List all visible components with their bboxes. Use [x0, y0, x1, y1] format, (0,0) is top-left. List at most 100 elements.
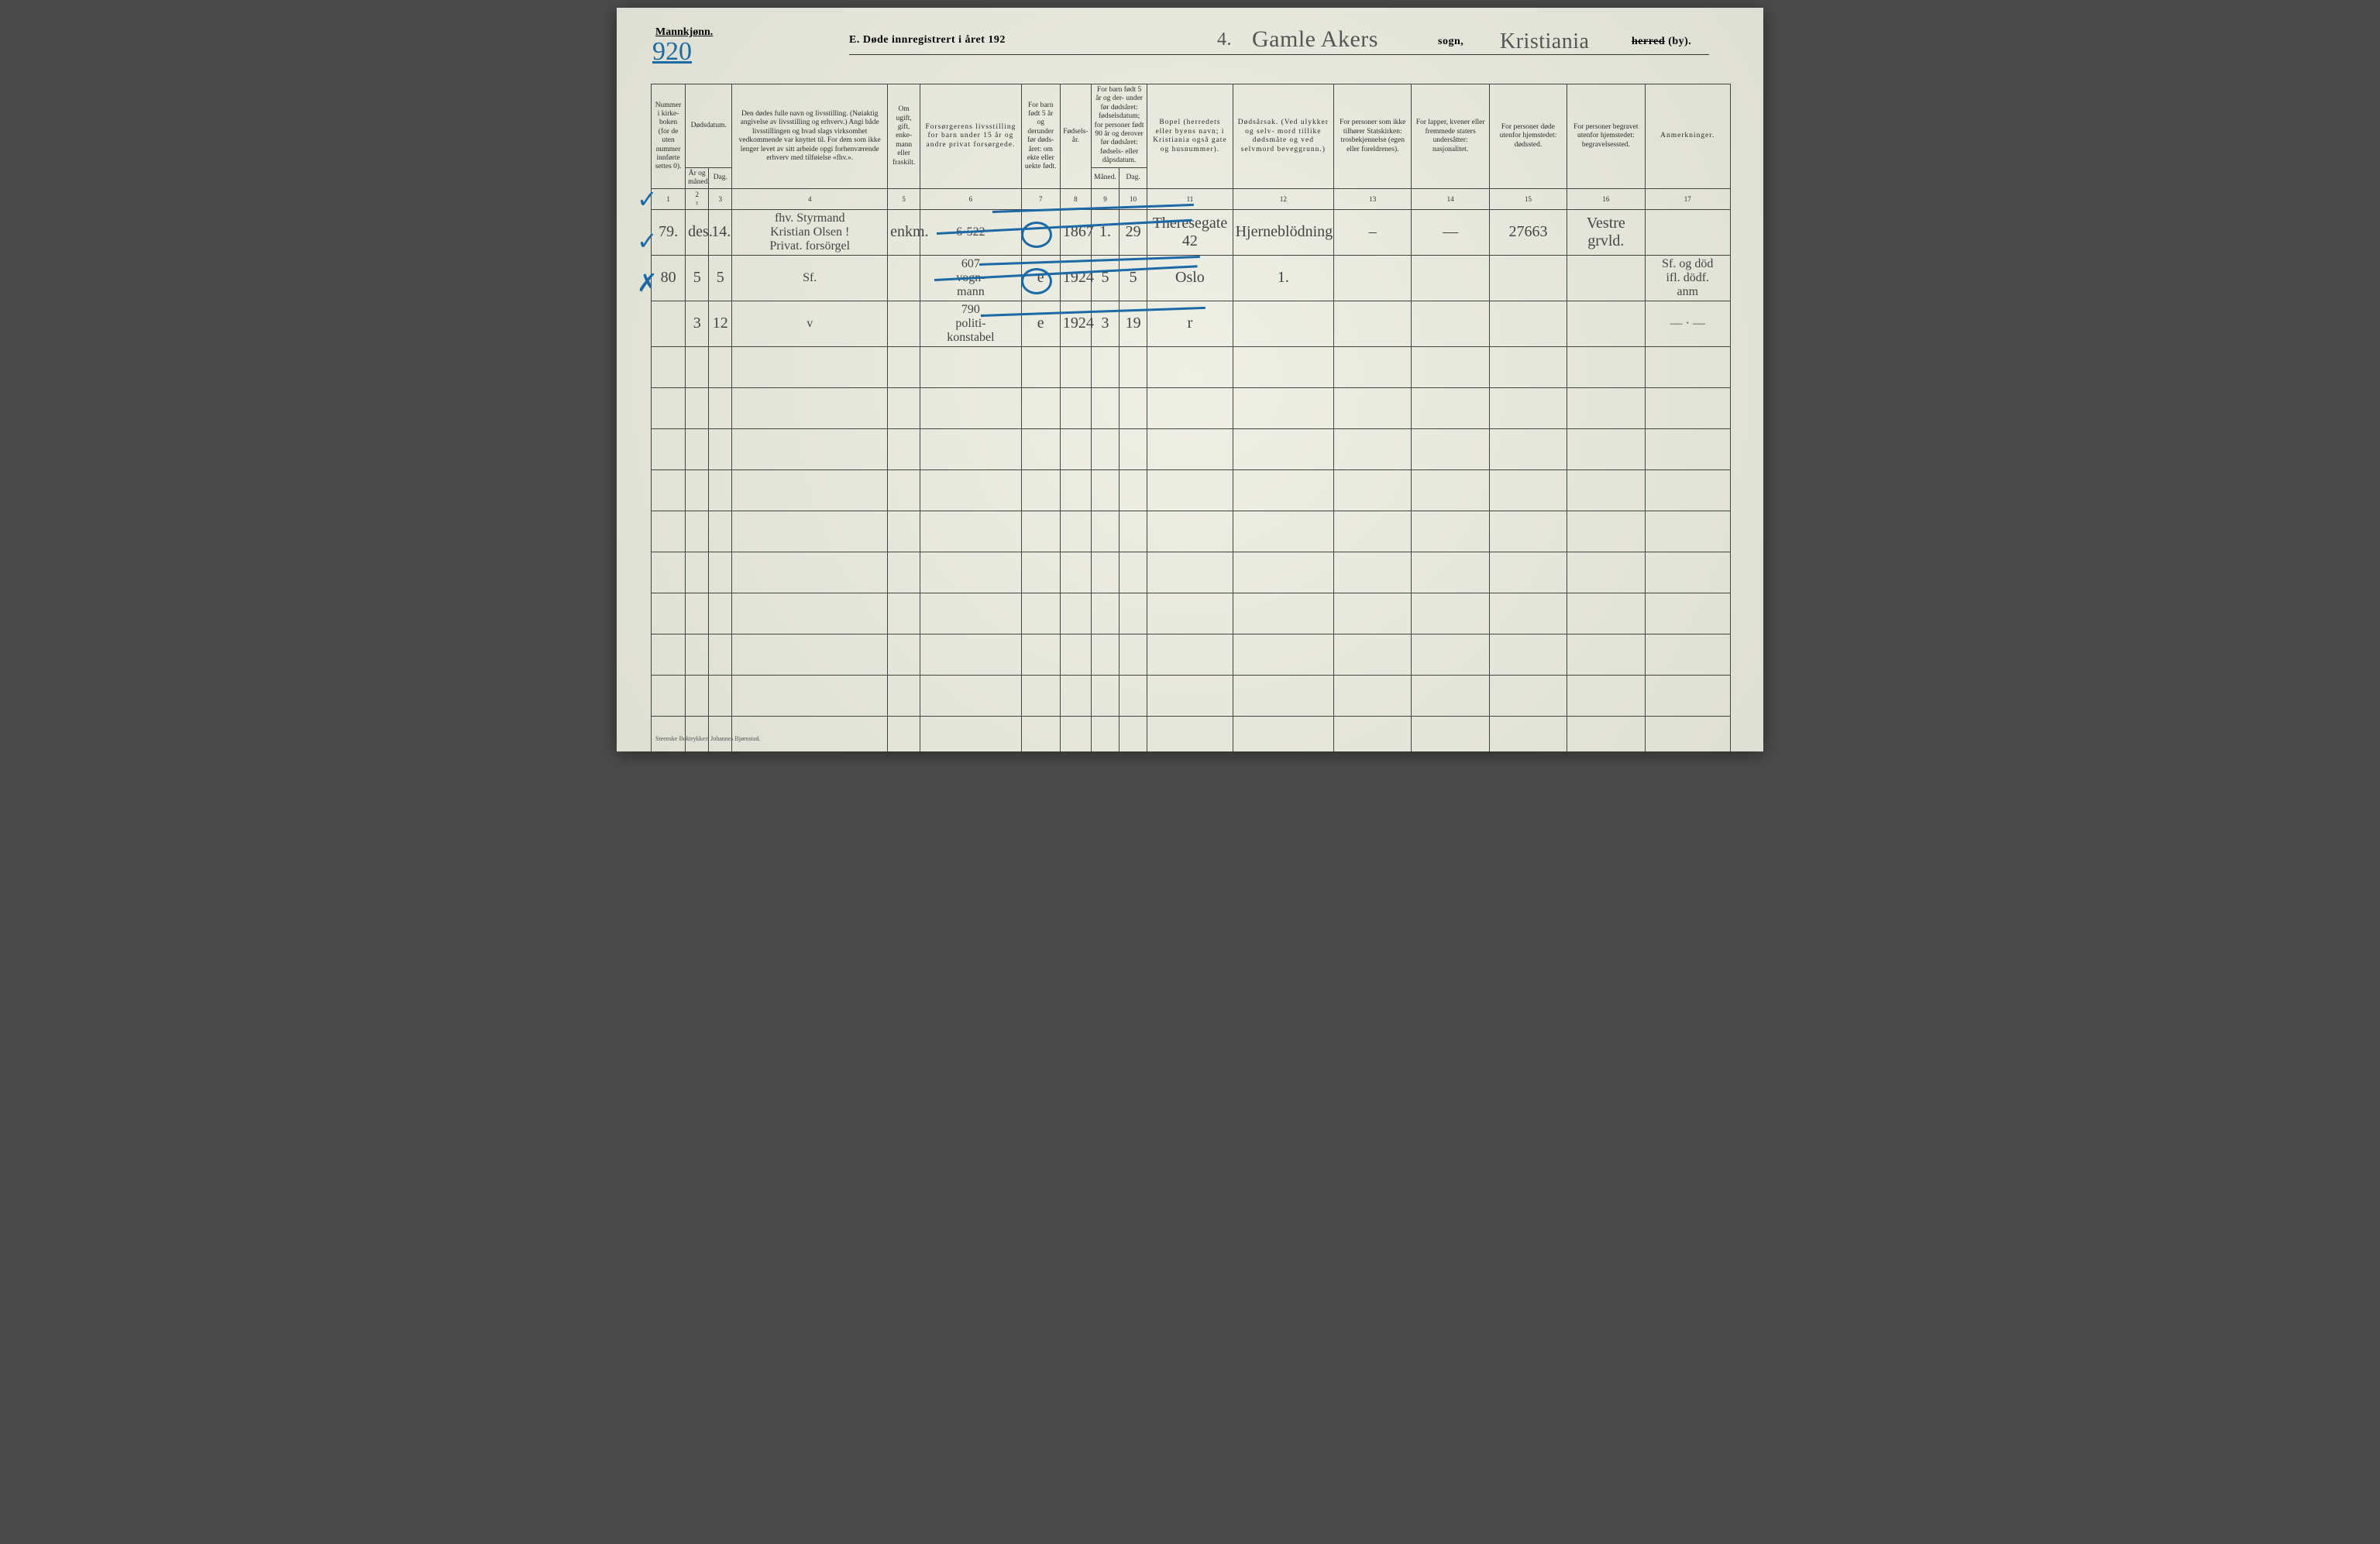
empty-cell: [1119, 428, 1147, 469]
empty-cell: [1412, 428, 1489, 469]
cell-c14: [1412, 301, 1489, 346]
empty-cell: [1021, 593, 1060, 634]
empty-cell: [1645, 346, 1731, 387]
colnum-4: 4: [732, 189, 888, 210]
empty-cell: [652, 634, 686, 675]
cell-c9: 1.: [1091, 209, 1119, 255]
empty-cell: [1489, 428, 1567, 469]
empty-cell: [732, 428, 888, 469]
year-hand: 4.: [1217, 29, 1232, 50]
table-row: [652, 346, 1731, 387]
empty-cell: [1489, 716, 1567, 751]
empty-cell: [1334, 387, 1412, 428]
empty-cell: [1119, 593, 1147, 634]
cell-c12: [1233, 301, 1333, 346]
col-7-header: For barn født 5 år og derunder før døds-…: [1021, 84, 1060, 189]
cell-c5: enkm.: [888, 209, 920, 255]
colnum-3: 3: [709, 189, 732, 210]
empty-cell: [1147, 716, 1233, 751]
empty-cell: [1091, 469, 1119, 511]
empty-cell: [1060, 469, 1091, 511]
empty-cell: [709, 634, 732, 675]
empty-cell: [1233, 346, 1333, 387]
col-11-header: Bopel (herredets eller byens navn; i Kri…: [1147, 84, 1233, 189]
cell-c13: [1334, 255, 1412, 301]
empty-cell: [1021, 387, 1060, 428]
empty-cell: [888, 469, 920, 511]
cell-c16: [1567, 301, 1645, 346]
empty-cell: [1412, 469, 1489, 511]
empty-cell: [709, 511, 732, 552]
cell-c4: fhv. Styrmand Kristian Olsen ! Privat. f…: [732, 209, 888, 255]
empty-cell: [1645, 428, 1731, 469]
empty-cell: [709, 428, 732, 469]
empty-cell: [1412, 387, 1489, 428]
empty-cell: [888, 593, 920, 634]
col-6-header: Forsørgerens livsstilling for barn under…: [920, 84, 1021, 189]
blue-circle: [1021, 268, 1052, 294]
blue-circle: [1021, 222, 1052, 248]
empty-cell: [1060, 346, 1091, 387]
empty-cell: [1567, 428, 1645, 469]
col-8-header: Fødsels- år.: [1060, 84, 1091, 189]
empty-cell: [1567, 387, 1645, 428]
empty-cell: [1119, 552, 1147, 593]
empty-cell: [652, 469, 686, 511]
empty-cell: [652, 716, 686, 751]
cell-c12: Hjerneblödning: [1233, 209, 1333, 255]
empty-cell: [1119, 346, 1147, 387]
empty-cell: [920, 387, 1021, 428]
empty-cell: [1489, 387, 1567, 428]
empty-cell: [888, 428, 920, 469]
empty-cell: [1233, 634, 1333, 675]
cell-c10: 5: [1119, 255, 1147, 301]
empty-cell: [686, 593, 709, 634]
empty-cell: [1021, 428, 1060, 469]
empty-cell: [1233, 593, 1333, 634]
colnum-16: 16: [1567, 189, 1645, 210]
empty-cell: [1021, 552, 1060, 593]
empty-cell: [1645, 469, 1731, 511]
cell-c11: Theresegate 42: [1147, 209, 1233, 255]
empty-cell: [1147, 675, 1233, 716]
col-13-header: For personer som ikke tilhører Statskirk…: [1334, 84, 1412, 189]
empty-cell: [1412, 346, 1489, 387]
empty-cell: [1091, 716, 1119, 751]
empty-cell: [1091, 634, 1119, 675]
cell-c5: [888, 255, 920, 301]
col-4-header: Den dødes fulle navn og livsstilling. (N…: [732, 84, 888, 189]
colnum-15: 15: [1489, 189, 1567, 210]
herred-strike: herred: [1632, 36, 1665, 47]
empty-cell: [920, 346, 1021, 387]
empty-cell: [1567, 511, 1645, 552]
empty-cell: [1567, 675, 1645, 716]
by-suffix: (by).: [1668, 36, 1691, 47]
empty-cell: [1645, 387, 1731, 428]
ledger-table: Nummer i kirke- boken (for de uten numme…: [651, 84, 1731, 751]
margin-tick: ✓: [637, 226, 658, 256]
cell-c8: 1924: [1060, 301, 1091, 346]
table-row: [652, 511, 1731, 552]
empty-cell: [920, 428, 1021, 469]
empty-cell: [709, 593, 732, 634]
empty-cell: [1233, 469, 1333, 511]
cell-c13: –: [1334, 209, 1412, 255]
title-prefix: E. Døde innregistrert i året 192: [849, 34, 1006, 46]
empty-cell: [1119, 511, 1147, 552]
ledger-page: Mannkjønn. 920 E. Døde innregistrert i å…: [617, 8, 1763, 751]
margin-tick: ✓: [637, 184, 658, 214]
empty-cell: [686, 346, 709, 387]
cell-c17: — · —: [1645, 301, 1731, 346]
table-row: 79.des.14.fhv. Styrmand Kristian Olsen !…: [652, 209, 1731, 255]
empty-cell: [1334, 716, 1412, 751]
colnum-12: 12: [1233, 189, 1333, 210]
empty-cell: [888, 675, 920, 716]
table-row: [652, 387, 1731, 428]
empty-cell: [1147, 552, 1233, 593]
cell-c14: [1412, 255, 1489, 301]
empty-cell: [1060, 511, 1091, 552]
empty-cell: [1233, 387, 1333, 428]
empty-cell: [1021, 469, 1060, 511]
empty-cell: [1567, 716, 1645, 751]
empty-cell: [888, 716, 920, 751]
